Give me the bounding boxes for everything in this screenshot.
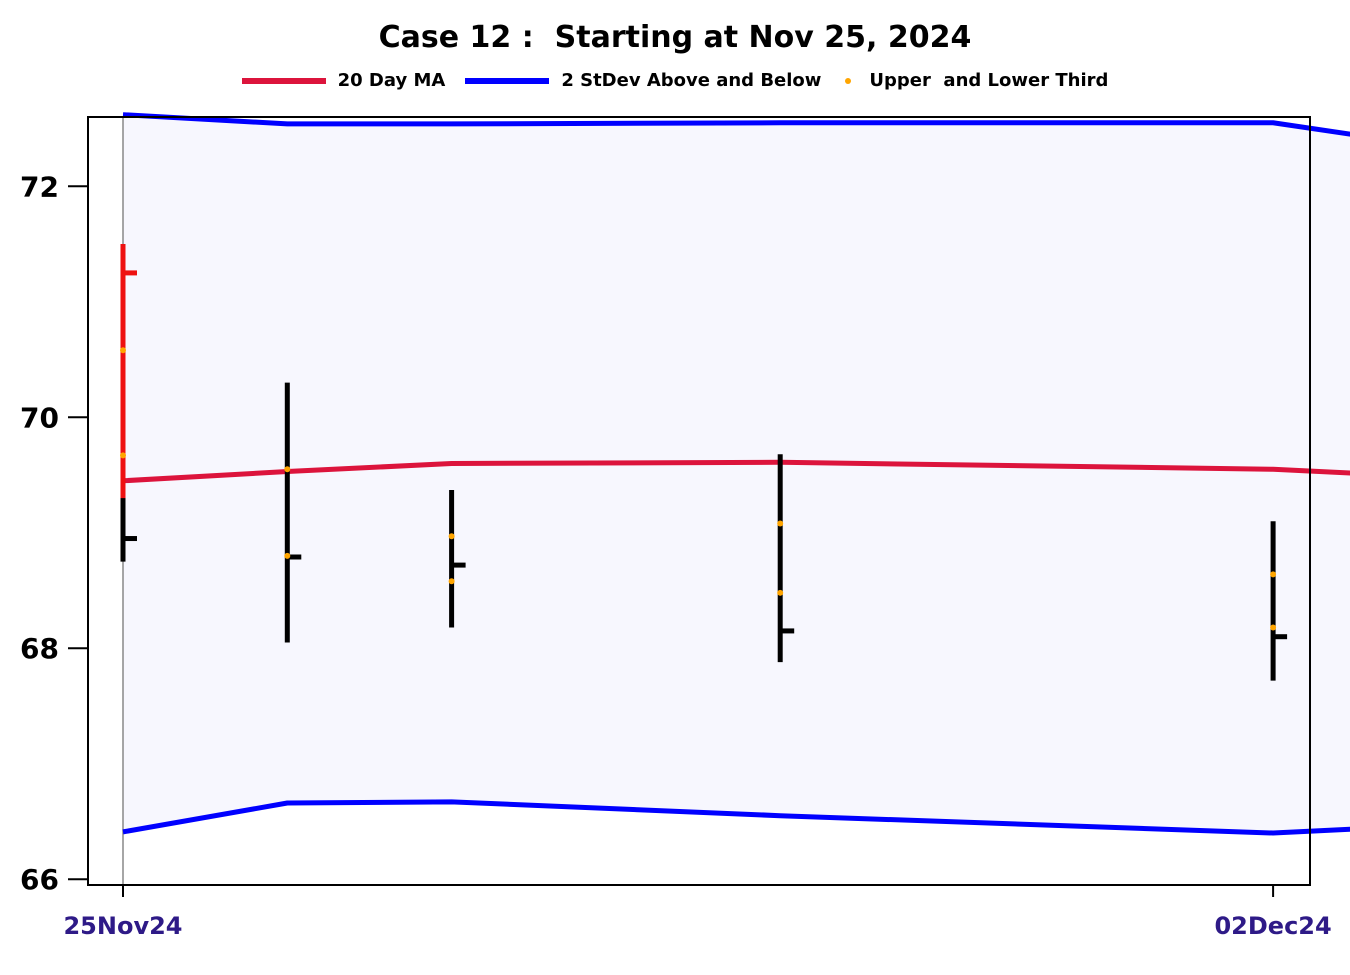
series-layer	[122, 112, 1350, 836]
band-layer	[123, 114, 1350, 834]
legend-label-ma: 20 Day MA	[337, 70, 446, 91]
legend-label-band: 2 StDev Above and Below	[561, 70, 822, 91]
upper-third-dot	[120, 347, 126, 354]
price-bar	[120, 244, 137, 562]
lower-third-dot	[777, 589, 784, 596]
price-bar	[448, 490, 466, 628]
lower-band-line	[122, 799, 1350, 836]
lower-third-dot	[120, 452, 126, 459]
axes-layer: 6668707225Nov2402Dec2409Dec2416Dec24	[20, 116, 1332, 940]
lower-third-dot	[284, 552, 291, 559]
y-tick-label: 68	[20, 632, 59, 665]
y-tick-label: 72	[20, 170, 59, 203]
legend-item-band: 2 StDev Above and Below	[465, 70, 821, 91]
upper-third-dot	[448, 533, 455, 540]
chart-legend: 20 Day MA 2 StDev Above and Below Upper …	[0, 70, 1350, 91]
upper-band-line	[122, 112, 1350, 137]
legend-swatch-ma	[241, 77, 326, 84]
y-tick-label: 66	[20, 863, 59, 896]
legend-item-ma: 20 Day MA	[241, 70, 446, 91]
chart-title: Case 12 : Starting at Nov 25, 2024	[378, 20, 972, 55]
upper-third-dot	[284, 466, 291, 473]
price-bar	[777, 454, 795, 663]
price-bar	[1270, 521, 1288, 681]
legend-label-third: Upper and Lower Third	[869, 70, 1109, 91]
price-bar	[284, 382, 302, 643]
ma-20-line	[122, 459, 1350, 484]
plot-frame	[87, 116, 1311, 886]
lower-third-dot	[448, 578, 455, 585]
upper-third-dot	[1270, 571, 1277, 578]
x-tick-label: 25Nov24	[63, 912, 182, 940]
x-tick-label: 02Dec24	[1214, 912, 1331, 940]
upper-third-dot	[777, 520, 784, 527]
legend-swatch-third	[845, 77, 852, 84]
band-fill-area	[123, 114, 1350, 834]
y-tick-label: 70	[20, 401, 59, 434]
bar-layer	[120, 244, 1288, 681]
lower-third-dot	[1270, 624, 1277, 631]
legend-item-third: Upper and Lower Third	[841, 70, 1108, 91]
legend-swatch-band	[465, 77, 550, 84]
